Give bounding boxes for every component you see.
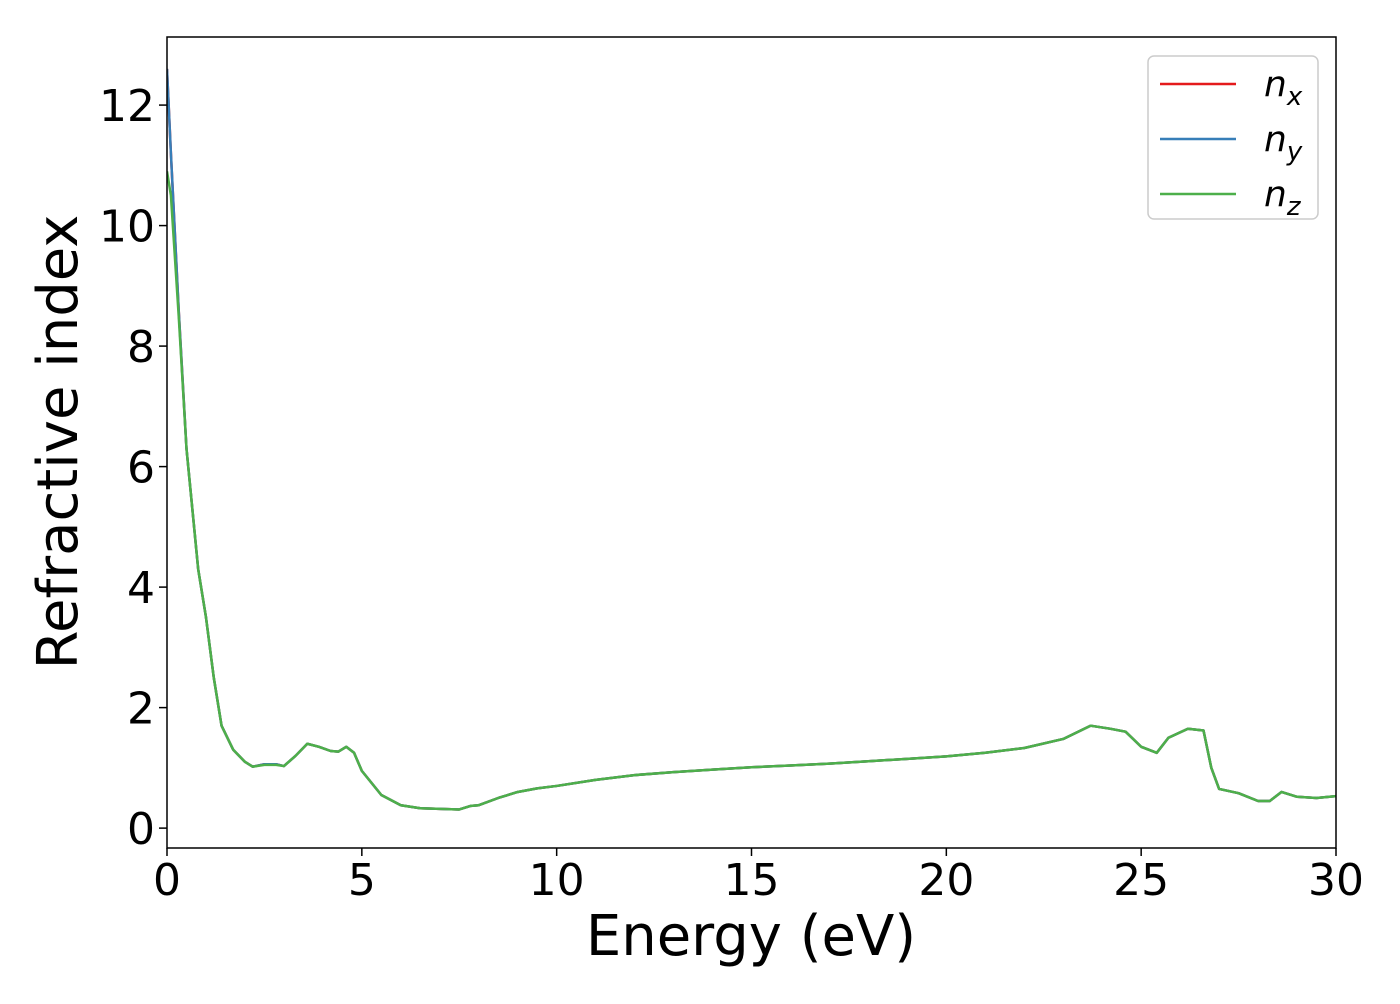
x-tick-label: 15	[724, 855, 780, 906]
x-axis-label: Energy (eV)	[586, 904, 916, 969]
y-tick-label: 12	[99, 81, 155, 132]
y-tick-label: 2	[127, 684, 155, 735]
x-tick-label: 10	[529, 855, 585, 906]
plot-frame	[166, 36, 1337, 849]
data-line	[167, 171, 1336, 811]
legend-box	[1147, 55, 1319, 220]
y-tick-label: 6	[127, 443, 155, 494]
x-tick-label: 20	[918, 855, 974, 906]
y-tick-label: 10	[99, 202, 155, 253]
legend-label: ny	[1264, 119, 1303, 167]
legend-label: nx	[1264, 64, 1303, 112]
y-tick-label: 8	[127, 322, 155, 373]
legend-label: nz	[1264, 174, 1302, 222]
y-tick-label: 0	[127, 804, 155, 855]
y-axis-label: Refractive index	[26, 215, 91, 670]
x-tick-label: 25	[1113, 855, 1169, 906]
x-tick-label: 0	[153, 855, 181, 906]
y-tick-label: 4	[127, 563, 155, 614]
x-tick-label: 30	[1308, 855, 1364, 906]
x-tick-label: 5	[348, 855, 376, 906]
